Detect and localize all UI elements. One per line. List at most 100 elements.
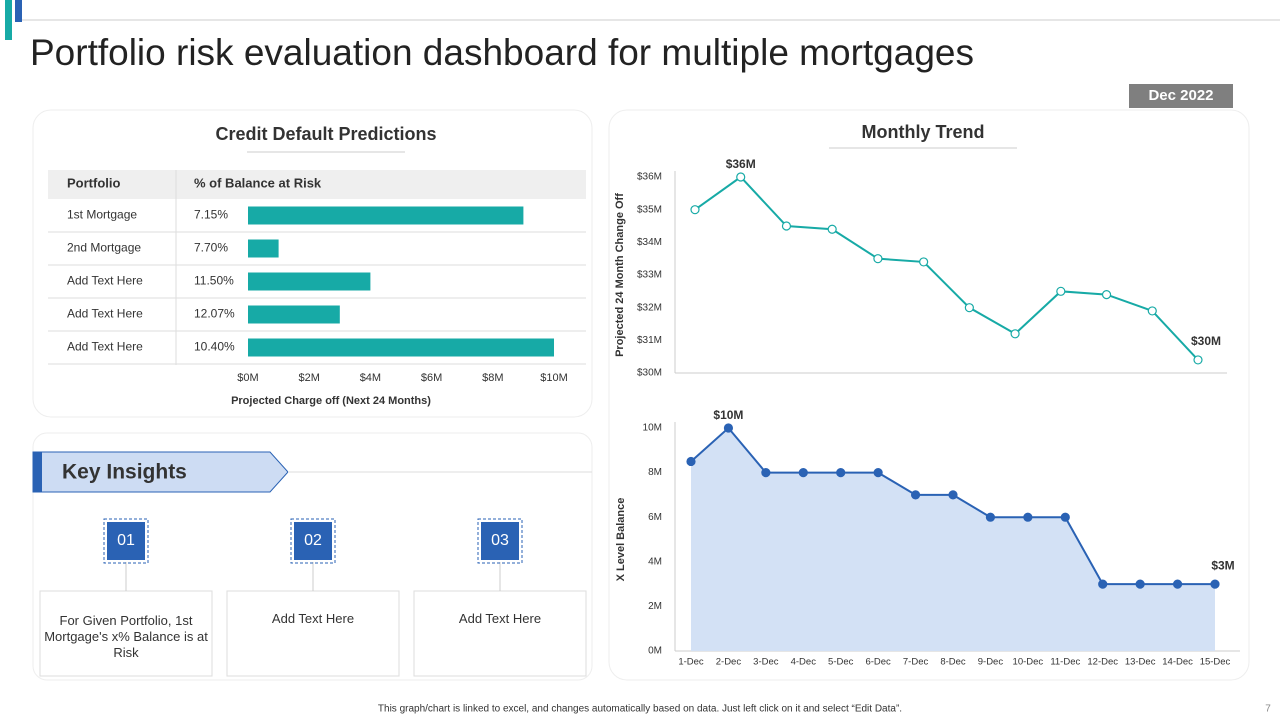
insight-text: Add Text Here	[458, 611, 542, 626]
point	[1101, 290, 1112, 300]
bar	[248, 305, 340, 324]
point	[1135, 579, 1145, 589]
x-tick-label: 5-Dec	[828, 657, 854, 668]
point	[1193, 355, 1203, 365]
y-tick-label: 6M	[648, 512, 662, 523]
bar	[248, 272, 371, 291]
point	[827, 224, 837, 234]
y-tick-label: $31M	[637, 335, 662, 346]
number: 02	[304, 532, 322, 549]
x-tick-label: $4M	[360, 372, 381, 384]
point	[736, 172, 746, 182]
point	[873, 254, 883, 264]
point	[910, 490, 921, 500]
number: 01	[117, 532, 135, 549]
x-tick-label: 14-Dec	[1162, 657, 1193, 668]
percent: 7.70%	[194, 241, 228, 255]
point	[781, 221, 792, 231]
number-box	[294, 522, 332, 560]
x-tick-label: 12-Dec	[1087, 657, 1118, 668]
column-header: % of Balance at Risk	[194, 175, 322, 190]
point	[1010, 329, 1020, 339]
percent: 12.07%	[194, 307, 235, 321]
x-tick-label: 7-Dec	[903, 657, 929, 668]
number-box	[107, 522, 145, 560]
bar	[248, 239, 279, 258]
accent	[33, 452, 42, 492]
point	[1056, 286, 1066, 296]
number: 03	[491, 532, 509, 549]
point	[798, 468, 808, 478]
data-label: $36M	[726, 157, 756, 171]
chart-title: Credit Default Predictions	[215, 124, 436, 144]
number-frame	[477, 518, 523, 564]
percent: 7.15%	[194, 208, 228, 222]
title: Portfolio risk evaluation dashboard for …	[30, 32, 974, 73]
y-tick-label: $32M	[637, 302, 662, 313]
page-number: 7	[1265, 704, 1271, 715]
y-tick-label: 8M	[648, 467, 662, 478]
insight-text: For Given Portfolio, 1st Mortgage's x% B…	[44, 613, 208, 660]
point	[1098, 579, 1108, 589]
point	[1172, 579, 1183, 589]
box	[226, 590, 400, 677]
y-tick-label: $33M	[637, 270, 662, 281]
point	[1147, 306, 1157, 316]
data-label: $3M	[1211, 558, 1234, 572]
bar	[248, 206, 524, 225]
number-frame	[103, 518, 149, 564]
x-tick-label: 10-Dec	[1013, 657, 1044, 668]
accent	[15, 0, 22, 22]
point	[761, 468, 771, 478]
point	[686, 456, 696, 467]
y-axis-label: X Level Balance	[615, 498, 627, 582]
y-tick-label: $30M	[637, 368, 662, 379]
point	[873, 468, 883, 478]
x-axis-label: Projected Charge off (Next 24 Months)	[231, 395, 431, 407]
category: Add Text Here	[67, 274, 143, 288]
x-tick-label: 4-Dec	[791, 657, 817, 668]
number-frame	[290, 518, 336, 564]
y-tick-label: 4M	[648, 556, 662, 567]
x-tick-label: 6-Dec	[865, 657, 891, 668]
point	[919, 257, 929, 267]
insights-title: Key Insights	[62, 461, 187, 484]
x-tick-label: 9-Dec	[978, 657, 1004, 668]
box	[413, 590, 587, 677]
category: 1st Mortgage	[67, 208, 137, 222]
category: 2nd Mortgage	[67, 241, 141, 255]
point	[985, 512, 996, 522]
x-tick-label: 8-Dec	[940, 657, 966, 668]
column-header: Portfolio	[67, 175, 120, 190]
point	[1023, 512, 1033, 522]
point	[723, 423, 734, 433]
table-header	[48, 170, 586, 199]
point	[690, 205, 700, 215]
chart-title: Monthly Trend	[862, 122, 985, 142]
y-tick-label: $34M	[637, 237, 662, 248]
percent: 11.50%	[194, 274, 234, 288]
x-tick-label: $8M	[482, 372, 503, 384]
point	[964, 303, 974, 313]
date: Dec 2022	[1148, 87, 1213, 104]
point	[836, 468, 846, 478]
bar	[248, 338, 554, 357]
data-label: $10M	[713, 408, 743, 422]
category: Add Text Here	[67, 340, 143, 354]
date-badge	[1129, 84, 1233, 108]
y-tick-label: $35M	[637, 204, 662, 215]
footer: This graph/chart is linked to excel, and…	[378, 704, 902, 715]
category: Add Text Here	[67, 307, 143, 321]
insight-text: Add Text Here	[271, 611, 355, 626]
y-tick-label: $36M	[637, 172, 662, 183]
data-label: $30M	[1191, 334, 1221, 348]
x-tick-label: 3-Dec	[753, 657, 779, 668]
y-tick-label: 2M	[648, 601, 662, 612]
x-tick-label: $6M	[421, 372, 442, 384]
x-tick-label: $0M	[237, 372, 258, 384]
x-tick-label: 2-Dec	[716, 657, 742, 668]
x-tick-label: 13-Dec	[1125, 657, 1156, 668]
x-tick-label: 15-Dec	[1200, 657, 1231, 668]
